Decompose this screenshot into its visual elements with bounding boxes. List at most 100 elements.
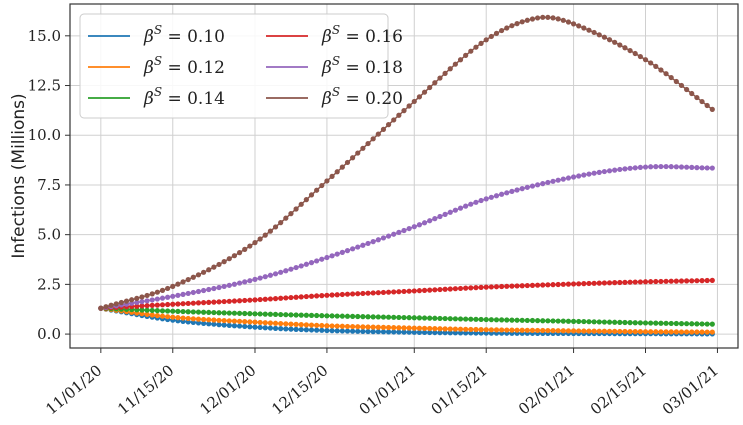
- data-point: [416, 222, 423, 228]
- data-point: [113, 301, 119, 307]
- data-point: [709, 165, 715, 171]
- data-point: [370, 290, 376, 296]
- data-point: [586, 171, 592, 177]
- data-point: [231, 298, 238, 304]
- data-point: [375, 324, 381, 330]
- data-point: [401, 108, 407, 114]
- data-point: [673, 329, 679, 335]
- data-point: [601, 319, 608, 325]
- data-point: [396, 329, 402, 335]
- data-point: [288, 294, 294, 301]
- data-point: [673, 78, 679, 85]
- data-point: [319, 327, 325, 333]
- data-point: [678, 164, 685, 170]
- data-point: [201, 316, 207, 323]
- data-point: [468, 326, 474, 333]
- data-point: [257, 296, 263, 303]
- data-point: [144, 298, 150, 304]
- data-point: [576, 281, 582, 287]
- data-point: [283, 215, 289, 221]
- data-point: [329, 328, 335, 334]
- data-point: [344, 159, 351, 166]
- y-tick-label: 7.5: [37, 176, 61, 194]
- data-point: [308, 312, 315, 318]
- data-point: [514, 317, 520, 323]
- data-point: [303, 261, 309, 267]
- data-point: [524, 282, 530, 289]
- data-point: [272, 320, 279, 326]
- data-point: [653, 320, 659, 326]
- data-point: [149, 297, 155, 303]
- data-point: [694, 165, 700, 171]
- data-point: [375, 329, 381, 335]
- data-point: [586, 328, 592, 334]
- data-point: [545, 14, 551, 20]
- data-point: [175, 301, 181, 307]
- data-point: [535, 327, 541, 334]
- data-point: [437, 330, 443, 336]
- data-point: [432, 216, 438, 222]
- data-point: [149, 291, 155, 297]
- series-6: [98, 14, 715, 311]
- data-point: [648, 320, 654, 326]
- data-point: [293, 326, 299, 332]
- x-tick-label: 01/15/21: [428, 361, 491, 418]
- data-point: [457, 326, 464, 332]
- data-point: [411, 325, 417, 331]
- data-point: [380, 324, 387, 330]
- data-point: [586, 280, 592, 287]
- data-point: [396, 314, 402, 321]
- data-point: [637, 320, 643, 326]
- data-point: [139, 303, 145, 309]
- data-point: [339, 313, 345, 319]
- data-point: [463, 316, 469, 322]
- data-point: [689, 164, 695, 170]
- data-point: [699, 98, 705, 105]
- data-point: [519, 317, 525, 323]
- data-point: [596, 169, 602, 175]
- data-point: [380, 289, 387, 296]
- data-point: [283, 268, 289, 274]
- data-point: [355, 244, 361, 250]
- data-point: [483, 196, 489, 202]
- data-point: [365, 240, 371, 247]
- data-point: [175, 315, 181, 321]
- data-point: [493, 327, 500, 333]
- data-point: [303, 197, 309, 203]
- data-point: [144, 311, 150, 317]
- data-point: [180, 301, 186, 307]
- data-point: [257, 236, 263, 242]
- data-point: [339, 164, 345, 170]
- data-point: [535, 282, 541, 288]
- data-point: [452, 316, 458, 322]
- data-point: [442, 315, 448, 322]
- data-point: [195, 320, 202, 326]
- data-point: [684, 278, 690, 284]
- data-point: [684, 321, 690, 327]
- legend-label: βS = 0.14: [143, 85, 225, 109]
- data-point: [201, 269, 207, 275]
- data-point: [211, 264, 217, 270]
- data-point: [545, 318, 551, 324]
- data-point: [288, 211, 294, 217]
- data-point: [622, 328, 628, 335]
- data-point: [427, 84, 433, 91]
- data-point: [704, 165, 710, 171]
- data-point: [596, 32, 602, 38]
- data-point: [406, 288, 412, 294]
- data-point: [211, 321, 217, 327]
- data-point: [385, 324, 392, 331]
- data-point: [211, 285, 217, 292]
- data-point: [360, 324, 366, 330]
- data-point: [457, 57, 464, 63]
- data-point: [540, 318, 546, 324]
- data-point: [242, 297, 248, 304]
- data-point: [324, 292, 330, 298]
- data-point: [658, 329, 664, 335]
- data-point: [134, 303, 140, 309]
- data-point: [483, 327, 489, 333]
- data-point: [560, 318, 566, 324]
- data-point: [550, 328, 556, 334]
- data-point: [565, 328, 572, 334]
- data-point: [103, 304, 109, 310]
